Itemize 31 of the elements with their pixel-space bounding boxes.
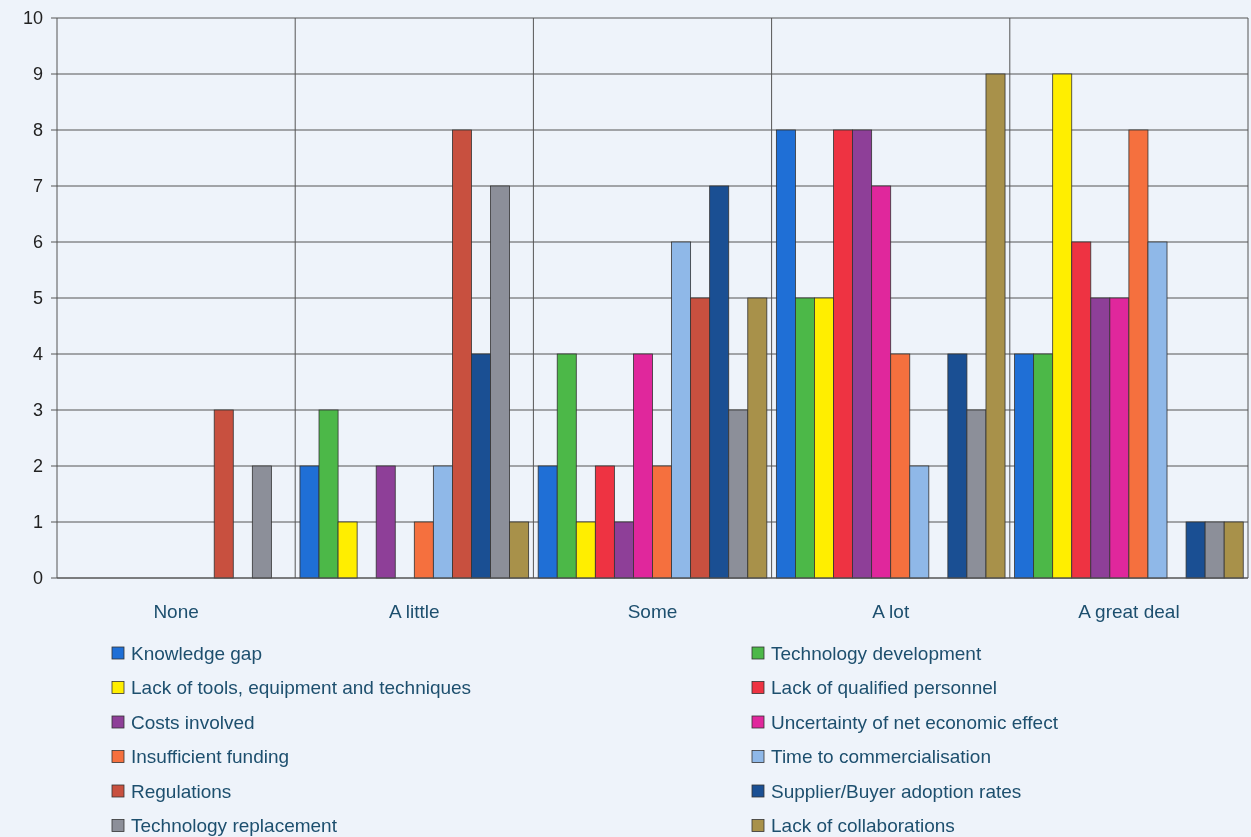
legend-label: Supplier/Buyer adoption rates — [771, 780, 1022, 802]
y-tick-label: 3 — [32, 400, 43, 421]
y-tick-label: 7 — [32, 176, 43, 197]
legend-label: Uncertainty of net economic effect — [771, 711, 1059, 733]
y-tick-label: 1 — [32, 512, 43, 533]
legend-label: Insufficient funding — [131, 746, 290, 768]
legend-label: Time to commercialisation — [771, 746, 991, 768]
bar — [213, 409, 234, 579]
legend-label: Lack of qualified personnel — [771, 677, 998, 699]
y-tick-label: 4 — [32, 344, 43, 365]
x-tick-label: A little — [388, 601, 440, 622]
y-tick-label: 2 — [32, 456, 43, 477]
legend-label: Lack of collaborations — [771, 815, 955, 837]
x-tick-label: None — [153, 601, 199, 622]
legend-label: Regulations — [131, 780, 232, 802]
x-tick-label: A lot — [872, 601, 910, 622]
legend-label: Lack of tools, equipment and techniques — [131, 677, 472, 699]
legend-label: Technology development — [771, 642, 982, 664]
legend-label: Technology replacement — [131, 815, 338, 837]
y-tick-label: 6 — [32, 232, 43, 253]
x-tick-label: A great deal — [1078, 601, 1180, 622]
y-tick-label: 8 — [32, 120, 43, 141]
y-tick-label: 9 — [32, 64, 43, 85]
y-tick-label: 5 — [32, 288, 43, 309]
x-tick-label: Some — [627, 601, 678, 622]
y-tick-label: 10 — [22, 8, 43, 29]
legend-label: Knowledge gap — [131, 642, 262, 664]
bar — [375, 465, 396, 579]
y-tick-label: 0 — [32, 568, 43, 589]
bar — [251, 465, 272, 579]
legend-label: Costs involved — [131, 711, 255, 733]
